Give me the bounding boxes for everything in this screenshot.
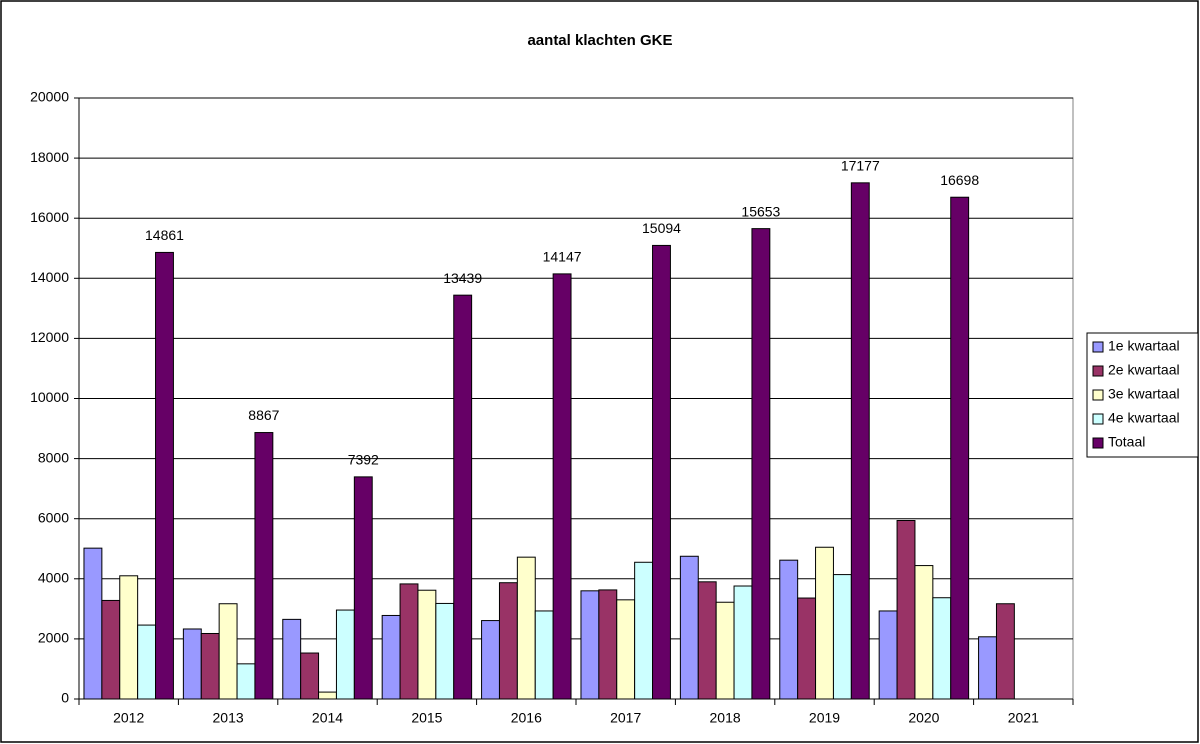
data-label: 7392	[348, 452, 379, 468]
bar	[236, 663, 256, 700]
legend-swatch	[1092, 413, 1104, 425]
bar	[353, 476, 373, 700]
bar	[83, 547, 103, 700]
data-label: 15094	[642, 220, 681, 236]
bar	[697, 581, 717, 700]
bar	[832, 574, 852, 700]
y-tick-label: 12000	[30, 329, 69, 345]
x-tick-label: 2012	[113, 710, 144, 726]
bar	[914, 565, 934, 700]
bar	[815, 546, 834, 700]
bar	[318, 691, 337, 700]
data-label: 16698	[940, 172, 979, 188]
x-tick-label: 2013	[213, 710, 244, 726]
bar	[598, 589, 618, 700]
bar	[399, 583, 419, 700]
y-tick-label: 16000	[30, 209, 69, 225]
bar	[200, 632, 220, 700]
legend-swatch	[1092, 437, 1104, 449]
bar	[137, 624, 157, 700]
x-tick-label: 2017	[610, 710, 641, 726]
data-label: 15653	[741, 203, 780, 219]
bar	[498, 582, 518, 700]
y-tick-label: 8000	[38, 449, 69, 465]
legend-label: Totaal	[1108, 434, 1145, 450]
bar	[715, 601, 735, 700]
bar	[652, 244, 671, 700]
legend-label: 1e kwartaal	[1108, 338, 1180, 354]
bar	[950, 196, 970, 700]
bar	[779, 559, 799, 700]
bar	[679, 555, 699, 700]
data-label: 17177	[841, 158, 880, 174]
bar	[534, 610, 554, 700]
data-label: 14147	[543, 249, 582, 265]
chart-title: aantal klachten GKE	[527, 32, 672, 49]
bar	[335, 609, 355, 700]
y-tick-label: 10000	[30, 389, 69, 405]
bar	[453, 294, 473, 700]
bar	[751, 228, 771, 700]
bar	[616, 599, 636, 700]
legend-label: 3e kwartaal	[1108, 386, 1180, 402]
bar	[552, 273, 572, 700]
bar	[896, 520, 916, 700]
y-tick-label: 14000	[30, 269, 69, 285]
bar	[580, 590, 600, 700]
bar	[481, 620, 500, 700]
bar	[119, 575, 139, 700]
bar	[878, 610, 898, 700]
x-tick-label: 2014	[312, 710, 343, 726]
bar	[417, 589, 437, 700]
legend-swatch	[1092, 389, 1104, 401]
bar	[300, 652, 320, 700]
bar	[932, 597, 952, 700]
y-tick-label: 20000	[30, 89, 69, 105]
bar	[850, 182, 870, 700]
data-label: 13439	[443, 270, 482, 286]
bar	[182, 628, 202, 700]
legend-swatch	[1092, 341, 1104, 353]
bar	[978, 636, 997, 700]
data-label: 14861	[145, 227, 184, 243]
bar	[155, 251, 174, 700]
bar	[634, 561, 654, 700]
legend-label: 2e kwartaal	[1108, 362, 1180, 378]
x-tick-label: 2020	[908, 710, 939, 726]
bar	[733, 585, 753, 700]
x-tick-label: 2018	[710, 710, 741, 726]
bar	[995, 603, 1015, 700]
x-tick-label: 2019	[809, 710, 840, 726]
bar	[282, 618, 302, 700]
x-tick-label: 2016	[511, 710, 542, 726]
bar	[101, 599, 121, 700]
y-tick-label: 2000	[38, 630, 69, 646]
y-tick-label: 6000	[38, 509, 69, 525]
bar	[218, 603, 238, 700]
x-tick-label: 2015	[411, 710, 442, 726]
data-label: 8867	[248, 407, 279, 423]
legend-box	[1086, 332, 1199, 458]
legend-label: 4e kwartaal	[1108, 410, 1180, 426]
bar	[381, 614, 401, 700]
bar	[516, 556, 536, 700]
bar	[797, 597, 817, 700]
y-tick-label: 18000	[30, 149, 69, 165]
legend-swatch	[1092, 365, 1104, 377]
bar	[254, 432, 274, 700]
y-tick-label: 4000	[38, 570, 69, 586]
y-tick-label: 0	[61, 690, 69, 706]
x-tick-label: 2021	[1008, 710, 1039, 726]
bar	[435, 602, 455, 700]
